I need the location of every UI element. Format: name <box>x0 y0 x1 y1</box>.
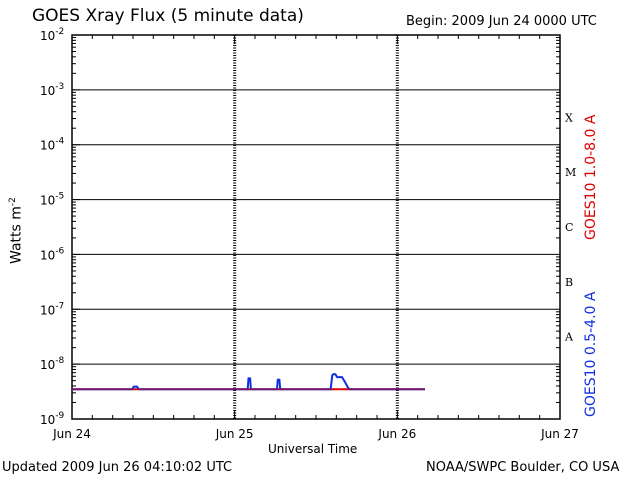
y-tick-label: 10-7 <box>40 301 64 317</box>
y-tick-label-base: 10 <box>40 303 55 317</box>
flare-class-label: A <box>564 331 574 344</box>
x-tick-label: Jun 24 <box>52 427 91 441</box>
plot-frame <box>71 34 561 420</box>
legend-series-1: GOES10 1.0-8.0 A <box>583 114 599 240</box>
y-tick-label: 10-9 <box>40 411 65 427</box>
begin-time-label: Begin: 2009 Jun 24 0000 UTC <box>406 14 597 29</box>
y-tick-label-exponent: -3 <box>55 82 64 92</box>
y-tick-label-exponent: -5 <box>55 192 64 202</box>
y-tick-label-base: 10 <box>40 29 55 43</box>
y-tick-label-exponent: -2 <box>55 27 64 37</box>
y-tick-label: 10-5 <box>40 192 64 208</box>
y-tick-label-base: 10 <box>40 248 55 262</box>
y-tick-label-base: 10 <box>40 194 55 208</box>
legend-series-2: GOES10 0.5-4.0 A <box>583 291 599 417</box>
y-tick-label: 10-8 <box>40 356 65 372</box>
y-tick-label: 10-6 <box>40 246 65 262</box>
y-axis-label-exponent: -2 <box>8 197 18 207</box>
y-tick-label-base: 10 <box>40 139 55 153</box>
flare-class-label: X <box>565 111 573 124</box>
flare-class-labels: X M C B A <box>564 111 576 343</box>
data-series <box>72 372 425 391</box>
y-axis-label-text: Watts m <box>8 206 25 264</box>
y-tick-label-base: 10 <box>40 84 55 98</box>
credit-label: NOAA/SWPC Boulder, CO USA <box>426 460 620 475</box>
y-tick-label: 10-3 <box>40 82 64 98</box>
y-tick-label-exponent: -8 <box>55 356 64 366</box>
y-tick-label-base: 10 <box>40 358 55 372</box>
x-axis-ticks: Jun 24 Jun 25 Jun 26 Jun 27 <box>52 35 579 441</box>
y-tick-label-exponent: -9 <box>55 411 64 421</box>
series-line-2 <box>72 372 425 391</box>
grid-lines <box>72 35 560 419</box>
y-axis-label: Watts m-2 <box>8 197 25 264</box>
flare-class-label: B <box>565 276 573 289</box>
y-tick-label-exponent: -7 <box>55 301 64 311</box>
x-axis-label: Universal Time <box>268 442 358 456</box>
updated-timestamp: Updated 2009 Jun 26 04:10:02 UTC <box>2 460 233 475</box>
y-tick-label-exponent: -6 <box>55 246 64 256</box>
chart-title: GOES Xray Flux (5 minute data) <box>32 6 304 26</box>
y-tick-label-exponent: -4 <box>55 137 64 147</box>
x-tick-label: Jun 25 <box>215 427 254 441</box>
y-axis-ticks: 10-210-310-410-510-610-710-810-9 <box>40 27 560 427</box>
y-tick-label: 10-4 <box>40 137 65 153</box>
y-tick-label-base: 10 <box>40 413 55 427</box>
x-tick-label: Jun 26 <box>377 427 416 441</box>
y-tick-label: 10-2 <box>40 27 64 43</box>
x-tick-label: Jun 27 <box>540 427 579 441</box>
flare-class-label: M <box>565 166 576 179</box>
flare-class-label: C <box>565 221 573 234</box>
